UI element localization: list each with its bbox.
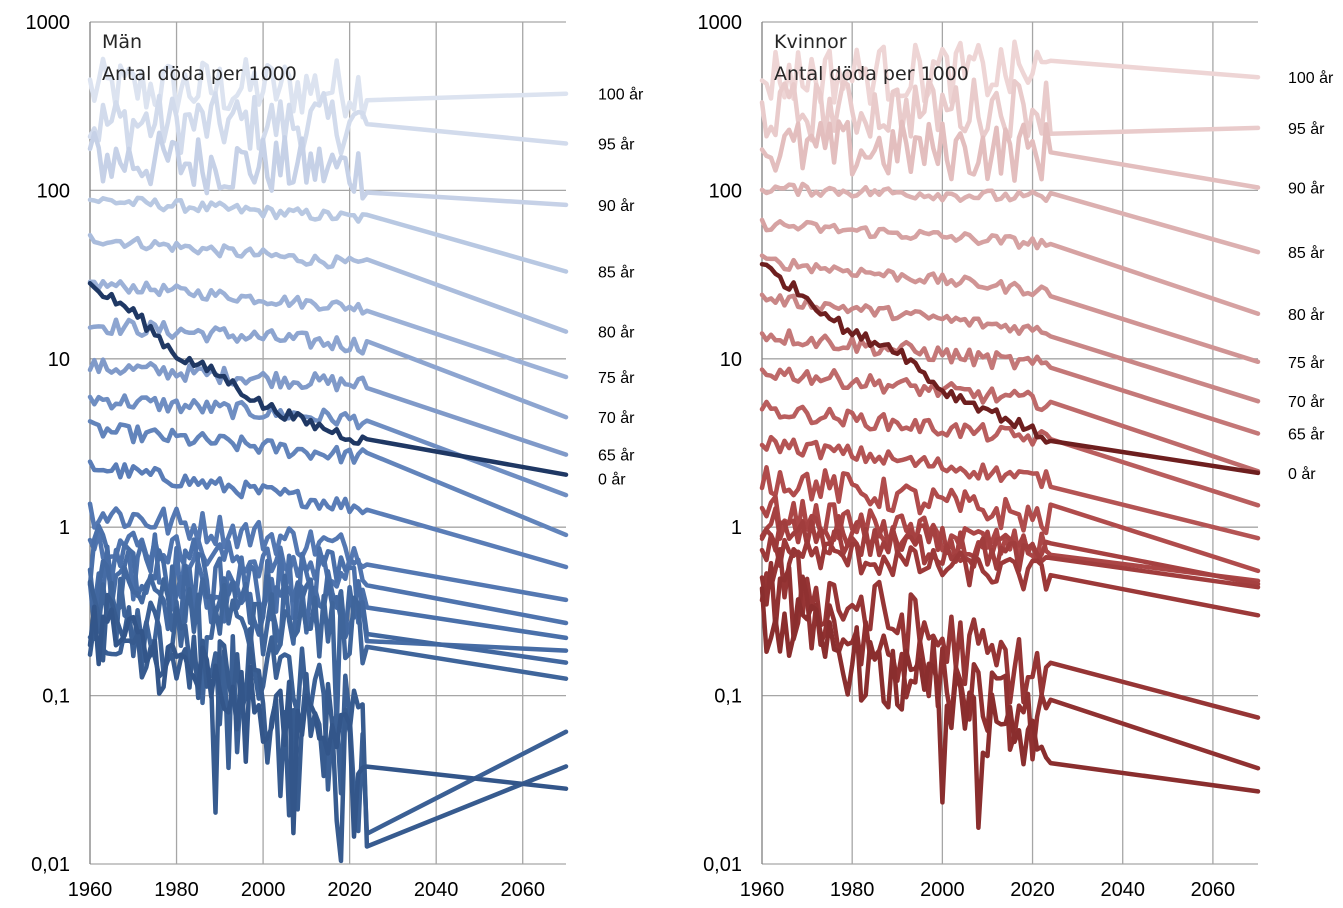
series-line <box>759 519 1261 590</box>
panel-subtitle: Antal döda per 1000 <box>102 63 297 85</box>
series-end-label: 70 år <box>1288 393 1325 411</box>
x-tick-label: 1980 <box>154 879 199 901</box>
series-line-90-ar <box>759 119 1261 190</box>
series-line <box>759 399 1261 508</box>
series-line-95-ar <box>87 90 569 156</box>
series-line <box>759 465 1261 574</box>
panel-subtitle: Antal döda per 1000 <box>774 63 969 85</box>
series-end-label: 75 år <box>598 369 635 387</box>
y-tick-label: 0,1 <box>42 686 70 708</box>
series-end-label: 90 år <box>1288 180 1325 198</box>
y-tick-label: 1000 <box>698 12 743 34</box>
series-end-label: 0 år <box>598 471 626 489</box>
x-tick-label: 2020 <box>1010 879 1055 901</box>
end-labels: 100 år 95 år 90 år 85 år 80 år 75 år 70 år 65 å… <box>598 86 644 489</box>
y-tick-label: 1 <box>731 517 742 539</box>
series-line <box>87 501 569 603</box>
series-line-0-ar <box>87 281 569 477</box>
x-tick-label: 1960 <box>740 879 785 901</box>
y-tick-label: 100 <box>37 180 70 202</box>
y-tick-label: 10 <box>720 349 742 371</box>
series-line-0-ar <box>759 261 1261 476</box>
series-line <box>87 604 569 839</box>
series-line <box>87 459 569 570</box>
y-tick-label: 10 <box>48 349 70 371</box>
series-group <box>759 39 1261 830</box>
panel-women: 1960 1980 2000 2020 2040 2060 0,01 0,1 1 10 100 100… <box>698 12 1335 901</box>
series-end-label: 100 år <box>1288 69 1334 87</box>
panel-title: Män <box>102 31 142 53</box>
series-end-label: 80 år <box>598 324 635 342</box>
x-tick-label: 2040 <box>1100 879 1145 901</box>
series-end-label: 95 år <box>598 135 635 153</box>
series-end-label: 65 år <box>598 447 635 465</box>
series-line <box>759 434 1261 541</box>
series-line-65-ar <box>759 328 1261 436</box>
series-end-label: 90 år <box>598 197 635 215</box>
series-line-85-ar <box>87 195 569 274</box>
series-group <box>87 56 569 864</box>
gridlines <box>90 21 566 865</box>
y-tick-label: 1 <box>59 517 70 539</box>
end-labels: 100 år 95 år 90 år 85 år 80 år 75 år 70 år 65 å… <box>1288 69 1334 483</box>
panel-title: Kvinnor <box>774 31 847 53</box>
series-end-label: 70 år <box>598 409 635 427</box>
series-end-label: 85 år <box>1288 244 1325 262</box>
x-tick-label: 2020 <box>327 879 372 901</box>
series-end-label: 75 år <box>1288 354 1325 372</box>
series-line <box>759 560 1261 771</box>
series-end-label: 80 år <box>1288 306 1325 324</box>
series-line-75-ar <box>87 278 569 380</box>
y-tick-label: 0,1 <box>714 686 742 708</box>
series-line <box>87 523 569 641</box>
series-line-90-ar <box>87 130 569 208</box>
series-line <box>759 366 1261 474</box>
panel-men: 1960 1980 2000 2020 2040 2060 0,01 0,1 1 10 100 100… <box>26 12 645 901</box>
series-line-70-ar <box>87 317 569 420</box>
series-end-label: 95 år <box>1288 120 1325 138</box>
series-line-80-ar <box>87 232 569 334</box>
series-end-label: 0 år <box>1288 465 1316 483</box>
y-tick-label: 0,01 <box>703 854 742 876</box>
series-line-80-ar <box>759 217 1261 317</box>
series-line <box>87 393 569 498</box>
x-tick-label: 2000 <box>920 879 965 901</box>
series-line <box>87 419 569 538</box>
series-line <box>759 532 1261 618</box>
series-line-85-ar <box>759 181 1261 255</box>
x-tick-label: 1960 <box>68 879 113 901</box>
y-tick-label: 0,01 <box>31 854 70 876</box>
x-tick-label: 2040 <box>414 879 459 901</box>
x-tick-label: 2000 <box>241 879 286 901</box>
series-line-100-ar <box>759 39 1261 106</box>
series-line-75-ar <box>759 253 1261 365</box>
x-tick-label: 1980 <box>830 879 875 901</box>
series-end-label: 100 år <box>598 86 644 104</box>
x-tick-label: 2060 <box>1191 879 1236 901</box>
y-tick-label: 1000 <box>26 12 71 34</box>
series-line <box>759 586 1261 830</box>
series-end-label: 85 år <box>598 263 635 281</box>
series-end-label: 65 år <box>1288 426 1325 444</box>
series-line <box>759 506 1261 587</box>
y-tick-label: 100 <box>709 180 742 202</box>
x-tick-label: 2060 <box>500 879 545 901</box>
